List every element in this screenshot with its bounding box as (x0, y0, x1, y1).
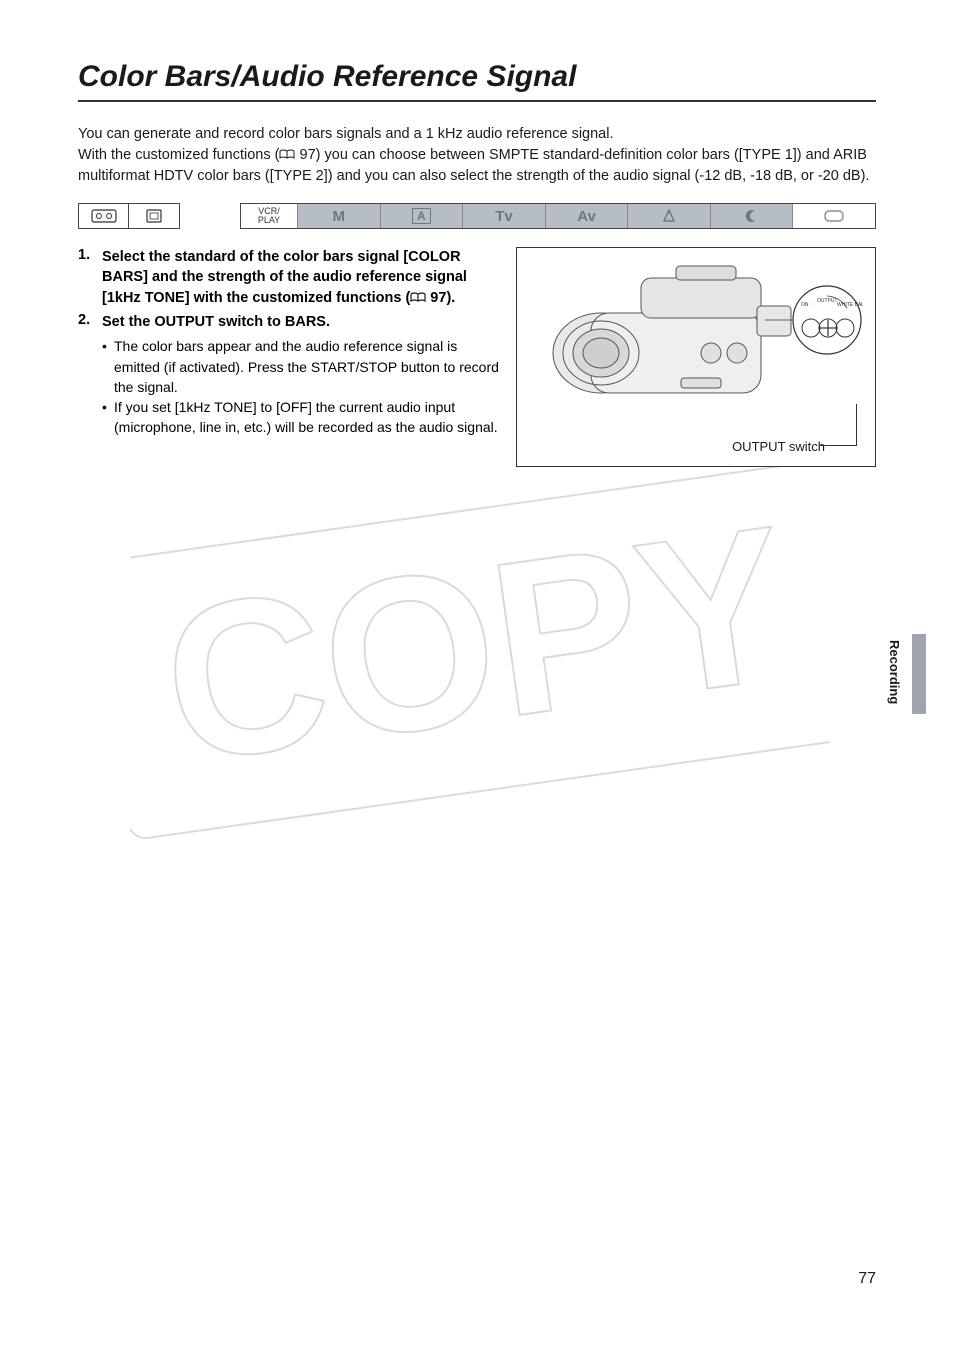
camera-illustration: ON OUTPUT WHITE BAL. (531, 258, 863, 428)
mode-night-icon (710, 204, 793, 228)
intro-line2a: With the customized functions ( (78, 147, 279, 163)
intro-line2: With the customized functions ( 97) you … (78, 145, 876, 187)
svg-text:WHITE BAL.: WHITE BAL. (837, 302, 863, 308)
mode-spotlight-icon (627, 204, 710, 228)
step-2-num: 2. (78, 312, 102, 332)
svg-text:ON: ON (801, 302, 809, 308)
output-switch-label: OUTPUT switch (732, 439, 825, 454)
step-1: 1. Select the standard of the color bars… (78, 247, 504, 308)
bullet-dot: • (102, 397, 114, 438)
mode-row: VCR/ PLAY M A Tv Av (78, 203, 876, 229)
leader-line (819, 445, 857, 446)
bullet-1-text: The color bars appear and the audio refe… (114, 336, 504, 397)
copy-watermark: COPY (130, 420, 830, 920)
figure-camera: ON OUTPUT WHITE BAL. OUTPUT switch (516, 247, 876, 467)
step-1-body: Select the standard of the color bars si… (102, 247, 504, 308)
intro-line1: You can generate and record color bars s… (78, 124, 876, 145)
step-2-body: Set the OUTPUT switch to BARS. (102, 312, 330, 332)
step-1-num: 1. (78, 247, 102, 308)
page-title: Color Bars/Audio Reference Signal (78, 60, 876, 94)
bullet-2-text: If you set [1kHz TONE] to [OFF] the curr… (114, 397, 504, 438)
title-rule (78, 100, 876, 102)
mode-a: A (380, 204, 463, 228)
tape-icon (79, 204, 129, 228)
svg-text:OUTPUT: OUTPUT (817, 298, 838, 304)
step-1-text-b: 97). (426, 290, 455, 306)
bullet-1: • The color bars appear and the audio re… (102, 336, 504, 397)
mode-m: M (297, 204, 380, 228)
mode-easy-icon (792, 204, 875, 228)
manual-ref-icon (410, 289, 426, 300)
section-tab-label: Recording (887, 640, 902, 704)
vcr-play-label: VCR/ PLAY (241, 204, 297, 228)
svg-text:COPY: COPY (151, 479, 803, 809)
bullet-dot: • (102, 336, 114, 397)
intro-block: You can generate and record color bars s… (78, 124, 876, 187)
media-group (78, 203, 180, 229)
section-tab-bar (912, 634, 926, 714)
mode-tv: Tv (462, 204, 545, 228)
step-2: 2. Set the OUTPUT switch to BARS. (78, 312, 504, 332)
mode-av: Av (545, 204, 628, 228)
mode-group: VCR/ PLAY M A Tv Av (240, 203, 876, 229)
card-icon (129, 204, 179, 228)
page-number: 77 (858, 1270, 876, 1288)
manual-ref-icon (279, 146, 295, 157)
steps-column: 1. Select the standard of the color bars… (78, 247, 504, 467)
bullet-2: • If you set [1kHz TONE] to [OFF] the cu… (102, 397, 504, 438)
